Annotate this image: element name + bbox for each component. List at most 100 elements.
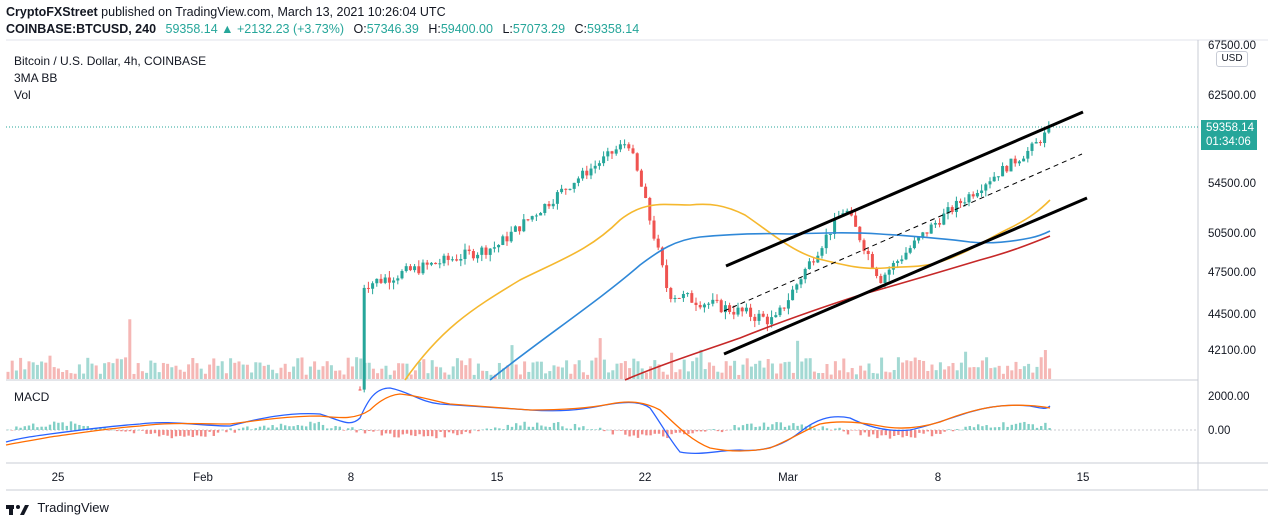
macd-axis[interactable]: 2000.00 0.00 xyxy=(1208,391,1250,437)
candle-body[interactable] xyxy=(379,278,383,283)
candle-body[interactable] xyxy=(497,244,501,248)
candle-body[interactable] xyxy=(413,266,417,271)
candle-body[interactable] xyxy=(698,305,702,308)
candle-body[interactable] xyxy=(534,215,538,217)
candle-body[interactable] xyxy=(1005,166,1009,172)
candle-body[interactable] xyxy=(484,247,488,255)
candle-body[interactable] xyxy=(891,262,895,270)
candle-body[interactable] xyxy=(988,181,992,185)
candle-body[interactable] xyxy=(967,194,971,203)
candle-body[interactable] xyxy=(1017,161,1021,164)
candle-body[interactable] xyxy=(807,261,811,270)
candle-body[interactable] xyxy=(912,240,916,249)
candle-body[interactable] xyxy=(887,269,891,275)
candle-body[interactable] xyxy=(547,203,551,207)
candle-body[interactable] xyxy=(975,192,979,197)
candle-body[interactable] xyxy=(358,389,362,391)
candle-body[interactable] xyxy=(677,297,681,299)
candle-body[interactable] xyxy=(753,316,757,321)
macd-legend[interactable]: MACD xyxy=(14,390,50,404)
candle-body[interactable] xyxy=(673,297,677,299)
candle-body[interactable] xyxy=(459,258,463,261)
candle-body[interactable] xyxy=(980,190,984,193)
candle-body[interactable] xyxy=(371,283,375,289)
candle-body[interactable] xyxy=(862,240,866,252)
candle-body[interactable] xyxy=(429,262,433,265)
candle-body[interactable] xyxy=(627,144,631,149)
time-axis[interactable]: 25 Feb 8 15 22 Mar 8 15 xyxy=(52,472,1090,484)
candle-body[interactable] xyxy=(585,170,589,176)
candle-body[interactable] xyxy=(434,262,438,265)
candle-body[interactable] xyxy=(786,300,790,309)
candle-body[interactable] xyxy=(791,289,795,301)
candle-body[interactable] xyxy=(1043,132,1047,144)
candle-body[interactable] xyxy=(610,151,614,154)
candle-body[interactable] xyxy=(589,168,593,176)
candle-body[interactable] xyxy=(631,148,635,154)
candle-body[interactable] xyxy=(875,267,879,277)
candle-body[interactable] xyxy=(732,311,736,315)
candle-body[interactable] xyxy=(803,269,807,280)
candle-body[interactable] xyxy=(736,307,740,315)
candle-body[interactable] xyxy=(971,194,975,197)
candle-body[interactable] xyxy=(866,251,870,255)
candle-body[interactable] xyxy=(513,226,517,232)
legend-title[interactable]: Bitcoin / U.S. Dollar, 4h, COINBASE xyxy=(14,54,207,68)
candle-body[interactable] xyxy=(530,216,534,220)
candle-body[interactable] xyxy=(366,287,370,289)
candle-body[interactable] xyxy=(635,153,639,171)
candle-body[interactable] xyxy=(404,266,408,272)
candle-body[interactable] xyxy=(555,192,559,204)
candle-body[interactable] xyxy=(644,186,648,198)
candle-body[interactable] xyxy=(1038,142,1042,144)
candle-body[interactable] xyxy=(417,266,421,274)
candle-body[interactable] xyxy=(828,233,832,235)
candle-body[interactable] xyxy=(1013,158,1017,164)
candle-body[interactable] xyxy=(1030,143,1034,151)
candle-body[interactable] xyxy=(929,224,933,234)
candle-body[interactable] xyxy=(1034,142,1038,144)
candle-body[interactable] xyxy=(665,265,669,289)
candle-body[interactable] xyxy=(740,307,744,312)
candle-body[interactable] xyxy=(501,236,505,245)
candle-body[interactable] xyxy=(442,255,446,264)
candle-body[interactable] xyxy=(450,259,454,261)
candle-body[interactable] xyxy=(522,219,526,232)
candle-body[interactable] xyxy=(681,293,685,299)
candle-body[interactable] xyxy=(690,293,694,303)
candle-body[interactable] xyxy=(396,278,400,281)
candle-body[interactable] xyxy=(879,276,883,284)
candle-body[interactable] xyxy=(656,238,660,248)
candle-body[interactable] xyxy=(954,200,958,212)
candle-body[interactable] xyxy=(824,234,828,249)
candle-body[interactable] xyxy=(996,176,1000,178)
footer-brand[interactable]: TradingView xyxy=(37,500,109,515)
candle-body[interactable] xyxy=(568,188,572,190)
candle-body[interactable] xyxy=(455,259,459,261)
candle-body[interactable] xyxy=(539,212,543,216)
candle-body[interactable] xyxy=(904,252,908,260)
candle-body[interactable] xyxy=(933,223,937,225)
candle-body[interactable] xyxy=(845,210,849,214)
candle-body[interactable] xyxy=(614,149,618,154)
candle-body[interactable] xyxy=(925,232,929,234)
candle-body[interactable] xyxy=(728,305,732,312)
candle-body[interactable] xyxy=(1022,158,1026,162)
candle-body[interactable] xyxy=(597,163,601,166)
candle-body[interactable] xyxy=(408,266,412,271)
legend-indicator[interactable]: Vol xyxy=(14,88,31,102)
legend-indicator[interactable]: 3MA BB xyxy=(14,71,58,85)
candle-body[interactable] xyxy=(1001,166,1005,177)
candle-body[interactable] xyxy=(480,247,484,255)
candle-body[interactable] xyxy=(963,202,967,204)
candle-body[interactable] xyxy=(719,300,723,313)
candle-body[interactable] xyxy=(425,262,429,265)
candle-body[interactable] xyxy=(870,254,874,268)
candle-body[interactable] xyxy=(782,307,786,309)
candle-body[interactable] xyxy=(543,203,547,213)
candle-body[interactable] xyxy=(992,176,996,182)
candle-body[interactable] xyxy=(648,197,652,221)
candle-body[interactable] xyxy=(526,219,530,221)
candle-body[interactable] xyxy=(1009,158,1013,172)
candle-body[interactable] xyxy=(900,259,904,262)
